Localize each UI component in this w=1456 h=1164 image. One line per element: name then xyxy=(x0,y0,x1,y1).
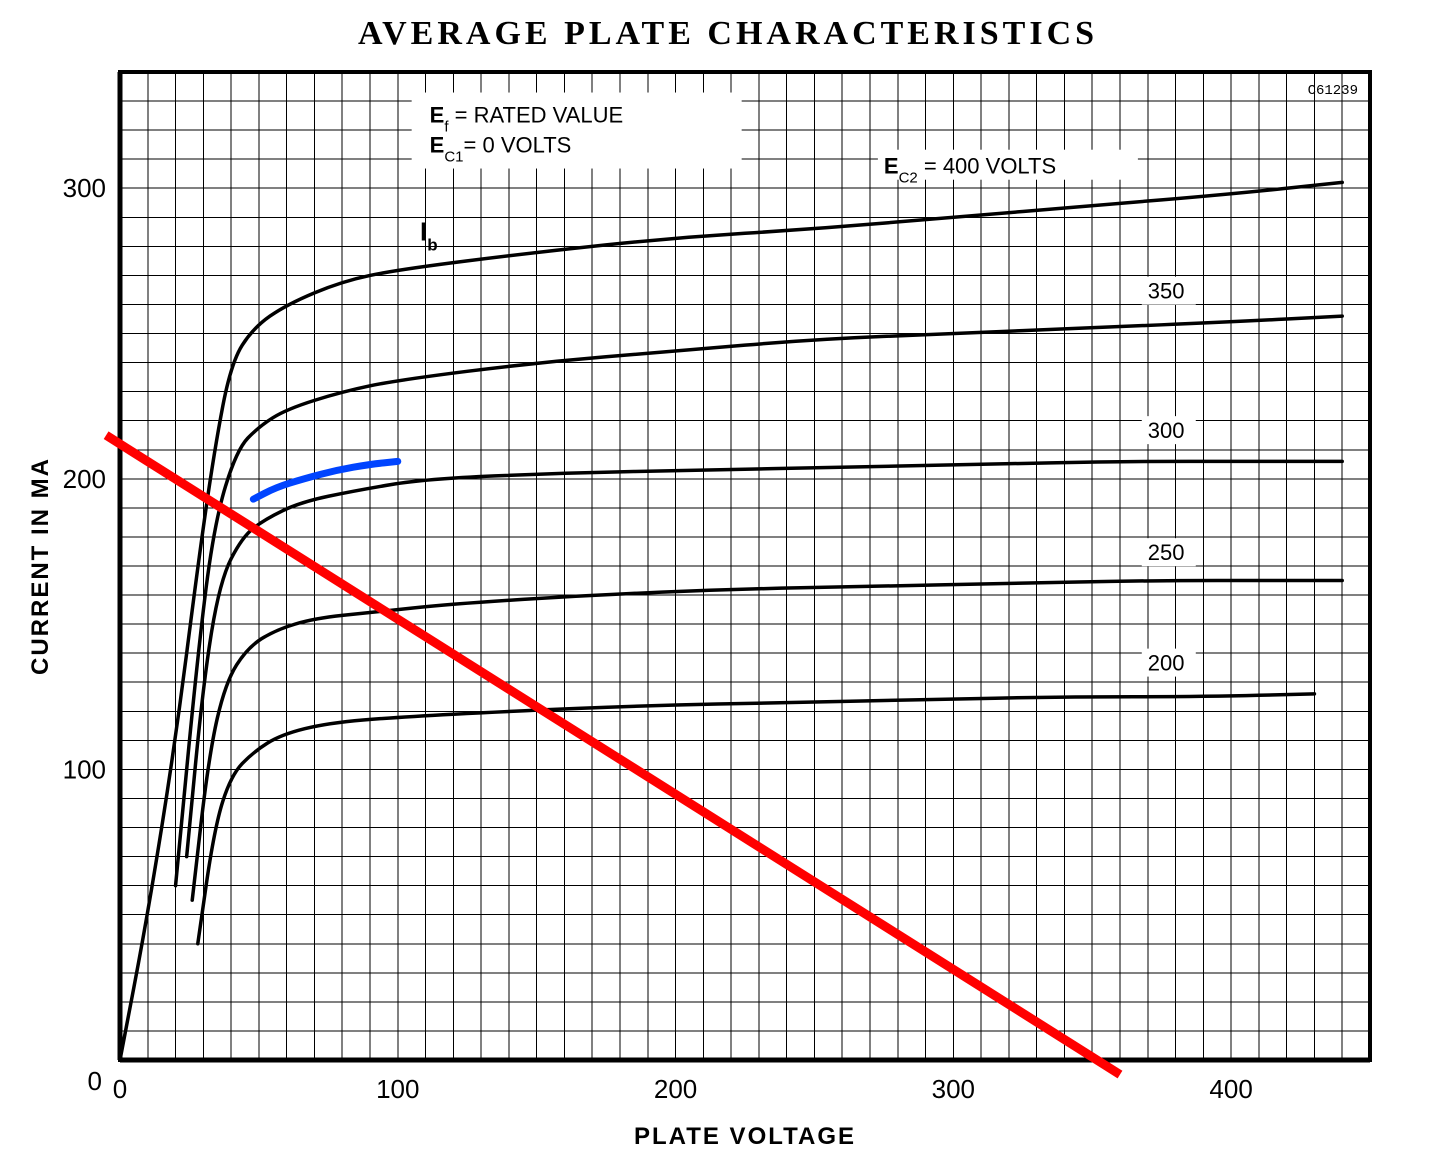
series-label-350: 350 xyxy=(1148,279,1185,304)
origin-label: 0 xyxy=(88,1066,102,1096)
y-tick-label: 200 xyxy=(63,464,106,494)
chart-title: AVERAGE PLATE CHARACTERISTICS xyxy=(358,15,1098,52)
x-tick-label: 400 xyxy=(1209,1074,1252,1104)
x-tick-label: 300 xyxy=(932,1074,975,1104)
series-label-300: 300 xyxy=(1148,418,1185,443)
x-tick-label: 200 xyxy=(654,1074,697,1104)
chart-svg: AVERAGE PLATE CHARACTERISTICS 0 100 200 300 4… xyxy=(0,0,1456,1164)
corner-code: C61239 xyxy=(1308,83,1358,99)
chart-container: AVERAGE PLATE CHARACTERISTICS 0 100 200 300 4… xyxy=(0,0,1456,1164)
series-label-200: 200 xyxy=(1148,651,1185,676)
y-tick-label: 300 xyxy=(63,173,106,203)
x-axis-label: PLATE VOLTAGE xyxy=(634,1123,856,1150)
y-tick-label: 100 xyxy=(63,754,106,784)
y-axis-label: CURRENT IN MA xyxy=(27,457,54,675)
x-tick-label: 100 xyxy=(376,1074,419,1104)
x-tick-label: 0 xyxy=(113,1074,127,1104)
series-label-250: 250 xyxy=(1148,540,1185,565)
